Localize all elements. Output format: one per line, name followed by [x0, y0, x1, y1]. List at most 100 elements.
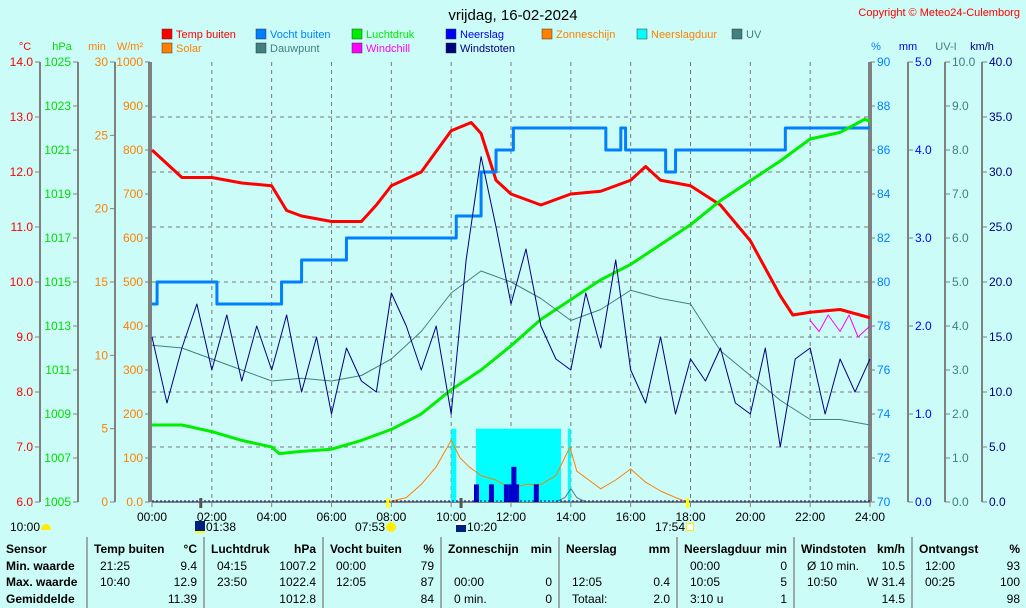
axis-tick-label-minutes: 20 [95, 202, 109, 216]
cell-value: 14.5 [881, 591, 905, 606]
legend-label: Zonneschijn [556, 29, 615, 41]
legend-swatch [351, 28, 363, 40]
moonrise-icon [195, 521, 205, 533]
table-cell: 1012.8 [211, 591, 316, 608]
series-line-luchtdruk [152, 117, 871, 456]
axis-tick-label-humidity: 84 [877, 187, 891, 201]
legend-label: Solar [176, 43, 202, 55]
legend-label: Luchtdruk [366, 29, 415, 41]
cell-value: 93 [1006, 558, 1020, 573]
table-cell: 04:15 1007.2 [211, 558, 316, 575]
copyright: Copyright © Meteo24-Culemborg [858, 7, 1020, 19]
column-header: Vocht buiten% [330, 541, 434, 558]
x-tick-label: 18:00 [675, 510, 705, 524]
cell-value: W 31.4 [866, 575, 905, 590]
legend-label: Dauwpunt [270, 43, 320, 55]
statistics-table: Sensor Min. waarde Max. waarde Gemiddeld… [0, 537, 1026, 608]
column-unit: min [530, 542, 552, 557]
cell-time: 10:40 [100, 575, 131, 590]
axis-tick-label-uv: 9.0 [952, 99, 969, 113]
x-tick-label: 12:00 [496, 510, 526, 524]
axis-tick-label-rain: 0.0 [915, 495, 932, 509]
cell-time: Ø 10 min. [807, 558, 860, 573]
table-column-ontvangst: Ontvangst% 12:00 93 00:25 100 98 [913, 537, 1026, 608]
axis-unit-pressure: hPa [52, 41, 72, 53]
cell-value: 84 [420, 591, 434, 606]
axis-tick-label-pressure: 1019 [44, 187, 71, 201]
cell-value: 9.4 [180, 558, 197, 573]
axis-tick-label-pressure: 1013 [44, 319, 71, 333]
axis-tick-label-temp: 10.0 [10, 275, 34, 289]
row-label-avg: Gemiddelde [6, 591, 75, 606]
axis-tick-label-wind: 20.0 [989, 275, 1013, 289]
series-line-windchill [809, 314, 871, 338]
column-header: Zonneschijn min [448, 541, 552, 558]
column-title: Ontvangst [919, 542, 979, 557]
axis-tick-label-humidity: 86 [877, 143, 891, 157]
table-cell: 14.5 [801, 591, 905, 608]
axis-tick-label-solar: 600 [123, 231, 143, 245]
rain-bar [511, 466, 517, 502]
axis-tick-label-uv: 0.0 [952, 495, 969, 509]
axis-tick-label-uv: 10.0 [952, 55, 976, 69]
column-title: Neerslagduur [684, 542, 762, 557]
rain-bar [473, 484, 479, 502]
cell-time: 23:50 [217, 575, 248, 590]
series-line-vocht-buiten [152, 126, 870, 306]
table-cell: 23:50 1022.4 [211, 574, 316, 591]
weather-chart: °C14.013.012.011.010.09.08.07.06.0hPa102… [10, 7, 1020, 524]
axis-tick-label-pressure: 1017 [44, 231, 71, 245]
axis-unit-humidity: % [871, 41, 881, 53]
axis-tick-label-wind: 10.0 [989, 385, 1013, 399]
legend-label: Neerslagduur [651, 29, 717, 41]
axis-tick-label-humidity: 70 [877, 495, 891, 509]
cell-value: 1 [780, 591, 787, 606]
table-cell: 84 [330, 591, 434, 608]
series-line-temp-buiten [150, 121, 871, 320]
legend-label: Windstoten [460, 43, 515, 55]
axis-tick-label-pressure: 1021 [44, 143, 71, 157]
axis-tick-label-uv: 7.0 [952, 187, 969, 201]
cell-time: 04:15 [217, 558, 248, 573]
table-column-neerslag: Neerslag mm 12:05 0.4 Totaal: 2.0 [560, 537, 678, 608]
cell-value: 0 [545, 591, 552, 606]
series-line-dauwpunt [151, 270, 871, 426]
event-time: 10:20 [467, 520, 498, 534]
x-tick-label: 10:00 [436, 510, 466, 524]
column-header: Neerslagduur min [684, 541, 787, 558]
rain-duration-bar [451, 428, 457, 502]
axis-tick-label-solar: 300 [123, 363, 143, 377]
cell-value: 2.0 [653, 591, 670, 606]
table-cell: Ø 10 min. 10.5 [801, 558, 905, 575]
cell-value: 5 [780, 575, 787, 590]
axis-tick-label-minutes: 25 [95, 128, 109, 142]
x-tick-label: 06:00 [316, 510, 346, 524]
cell-value: 0.4 [653, 575, 670, 590]
sensor-column: Sensor Min. waarde Max. waarde Gemiddeld… [0, 537, 88, 608]
row-label-max: Max. waarde [6, 575, 78, 590]
cell-value: 10.5 [881, 558, 905, 573]
table-cell: Totaal: 2.0 [566, 591, 670, 608]
legend-label: Neerslag [460, 29, 504, 41]
axis-tick-label-rain: 3.0 [915, 231, 932, 245]
event-time: 01:38 [206, 520, 237, 534]
axis-tick-label-solar: 0.0 [126, 495, 143, 509]
axis-tick-label-minutes: 30 [95, 55, 109, 69]
axis-tick-label-solar: 200 [123, 407, 143, 421]
column-unit: mm [648, 542, 670, 557]
table-cell: 10:40 12.9 [94, 574, 197, 591]
table-cell: 12:05 87 [330, 574, 434, 591]
axis-unit-solar: W/m² [117, 41, 144, 53]
legend-label: Windchill [366, 43, 410, 55]
table-cell: 3:10 u 1 [684, 591, 787, 608]
axis-tick-label-temp: 8.0 [16, 385, 33, 399]
chart-title: vrijdag, 16-02-2024 [448, 7, 577, 24]
axis-tick-label-humidity: 80 [877, 275, 891, 289]
axis-tick-label-uv: 4.0 [952, 319, 969, 333]
axis-tick-label-uv: 3.0 [952, 363, 969, 377]
axis-tick-label-uv: 6.0 [952, 231, 969, 245]
table-cell: 12:00 93 [919, 558, 1020, 575]
cell-value: 1022.4 [279, 575, 316, 590]
axis-tick-label-minutes: 15 [95, 275, 109, 289]
table-cell: 11.39 [94, 591, 197, 608]
